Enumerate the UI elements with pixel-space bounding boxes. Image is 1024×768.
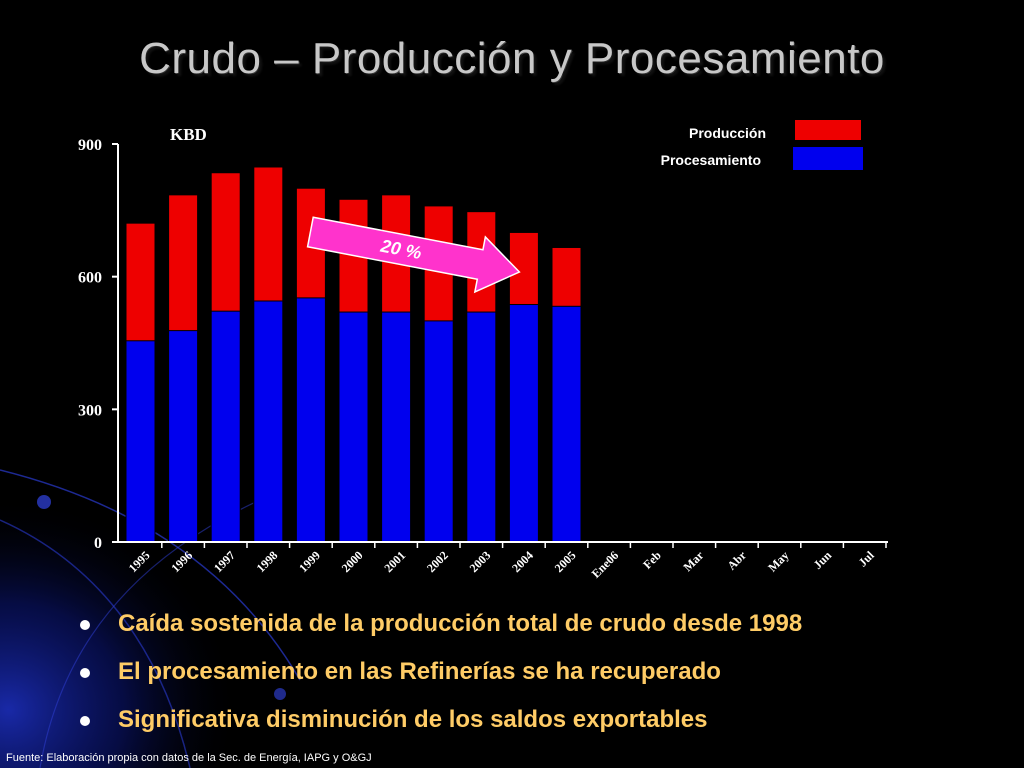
chart-legend: Producción Procesamiento [661,120,863,170]
bullet-dot-icon [80,716,90,726]
bullet-text: Caída sostenida de la producción total d… [118,610,803,637]
bullet-text: El procesamiento en las Refinerías se ha… [118,658,721,685]
x-tick-label: 2001 [381,548,408,575]
y-tick-label: 900 [78,137,102,154]
bar-procesamiento-2005 [551,305,582,543]
bar-procesamiento-2001 [381,311,412,543]
x-tick-label: 1997 [211,548,238,575]
y-tick-label: 300 [78,402,102,419]
slide-title: Crudo – Producción y Procesamiento [139,34,885,83]
bar-procesamiento-1996 [168,330,199,543]
x-tick-label: 1999 [296,548,323,575]
bar-procesamiento-1997 [210,310,241,543]
bullet-item: Significativa disminución de los saldos … [76,702,802,750]
bullet-list: Caída sostenida de la producción total d… [76,606,802,750]
x-tick-label: Feb [640,548,664,572]
x-tick-label: 2005 [552,548,579,575]
bar-procesamiento-1999 [295,297,326,543]
legend-label: Procesamiento [661,152,761,168]
bar-procesamiento-2004 [508,304,539,543]
x-tick-label: 2000 [339,548,366,575]
trend-arrow: 20 % [306,216,521,294]
bar-procesamiento-1995 [125,340,156,543]
x-tick-label: May [765,548,791,574]
x-tick-label: Jun [811,548,835,572]
x-tick-label: Jul [856,548,878,570]
x-tick-label: 2002 [424,548,451,575]
legend-swatch [795,120,861,140]
stacked-bar-chart: 0 300 600 900 1995 1996 1997 1998 1999 2000 2001 2… [78,120,888,581]
arrow-shape [306,216,521,294]
x-tick-label: Mar [681,548,707,574]
x-tick-label: Abr [725,548,750,573]
bullet-item: El procesamiento en las Refinerías se ha… [76,654,802,702]
bar-procesamiento-1998 [253,300,284,543]
y-tick-label: 600 [78,270,102,287]
bar-procesamiento-2003 [466,311,497,543]
source-note: Fuente: Elaboración propia con datos de … [6,752,372,764]
bullet-text: Significativa disminución de los saldos … [118,706,708,733]
bullet-item: Caída sostenida de la producción total d… [76,606,802,654]
x-tick-label: Ene06 [589,548,622,581]
x-tick-label: 1995 [126,548,153,575]
legend-swatch [793,147,863,170]
legend-label: Producción [689,125,766,141]
bullet-dot-icon [80,620,90,630]
x-tick-label: 1998 [254,548,281,575]
x-tick-label: 2004 [509,548,536,575]
unit-label: KBD [170,125,207,144]
bar-procesamiento-2000 [338,311,369,543]
y-tick-label: 0 [94,535,102,552]
x-tick-label: 2003 [467,548,494,575]
bullet-dot-icon [80,668,90,678]
x-tick-label: 1996 [168,548,195,575]
bar-procesamiento-2002 [423,320,454,543]
